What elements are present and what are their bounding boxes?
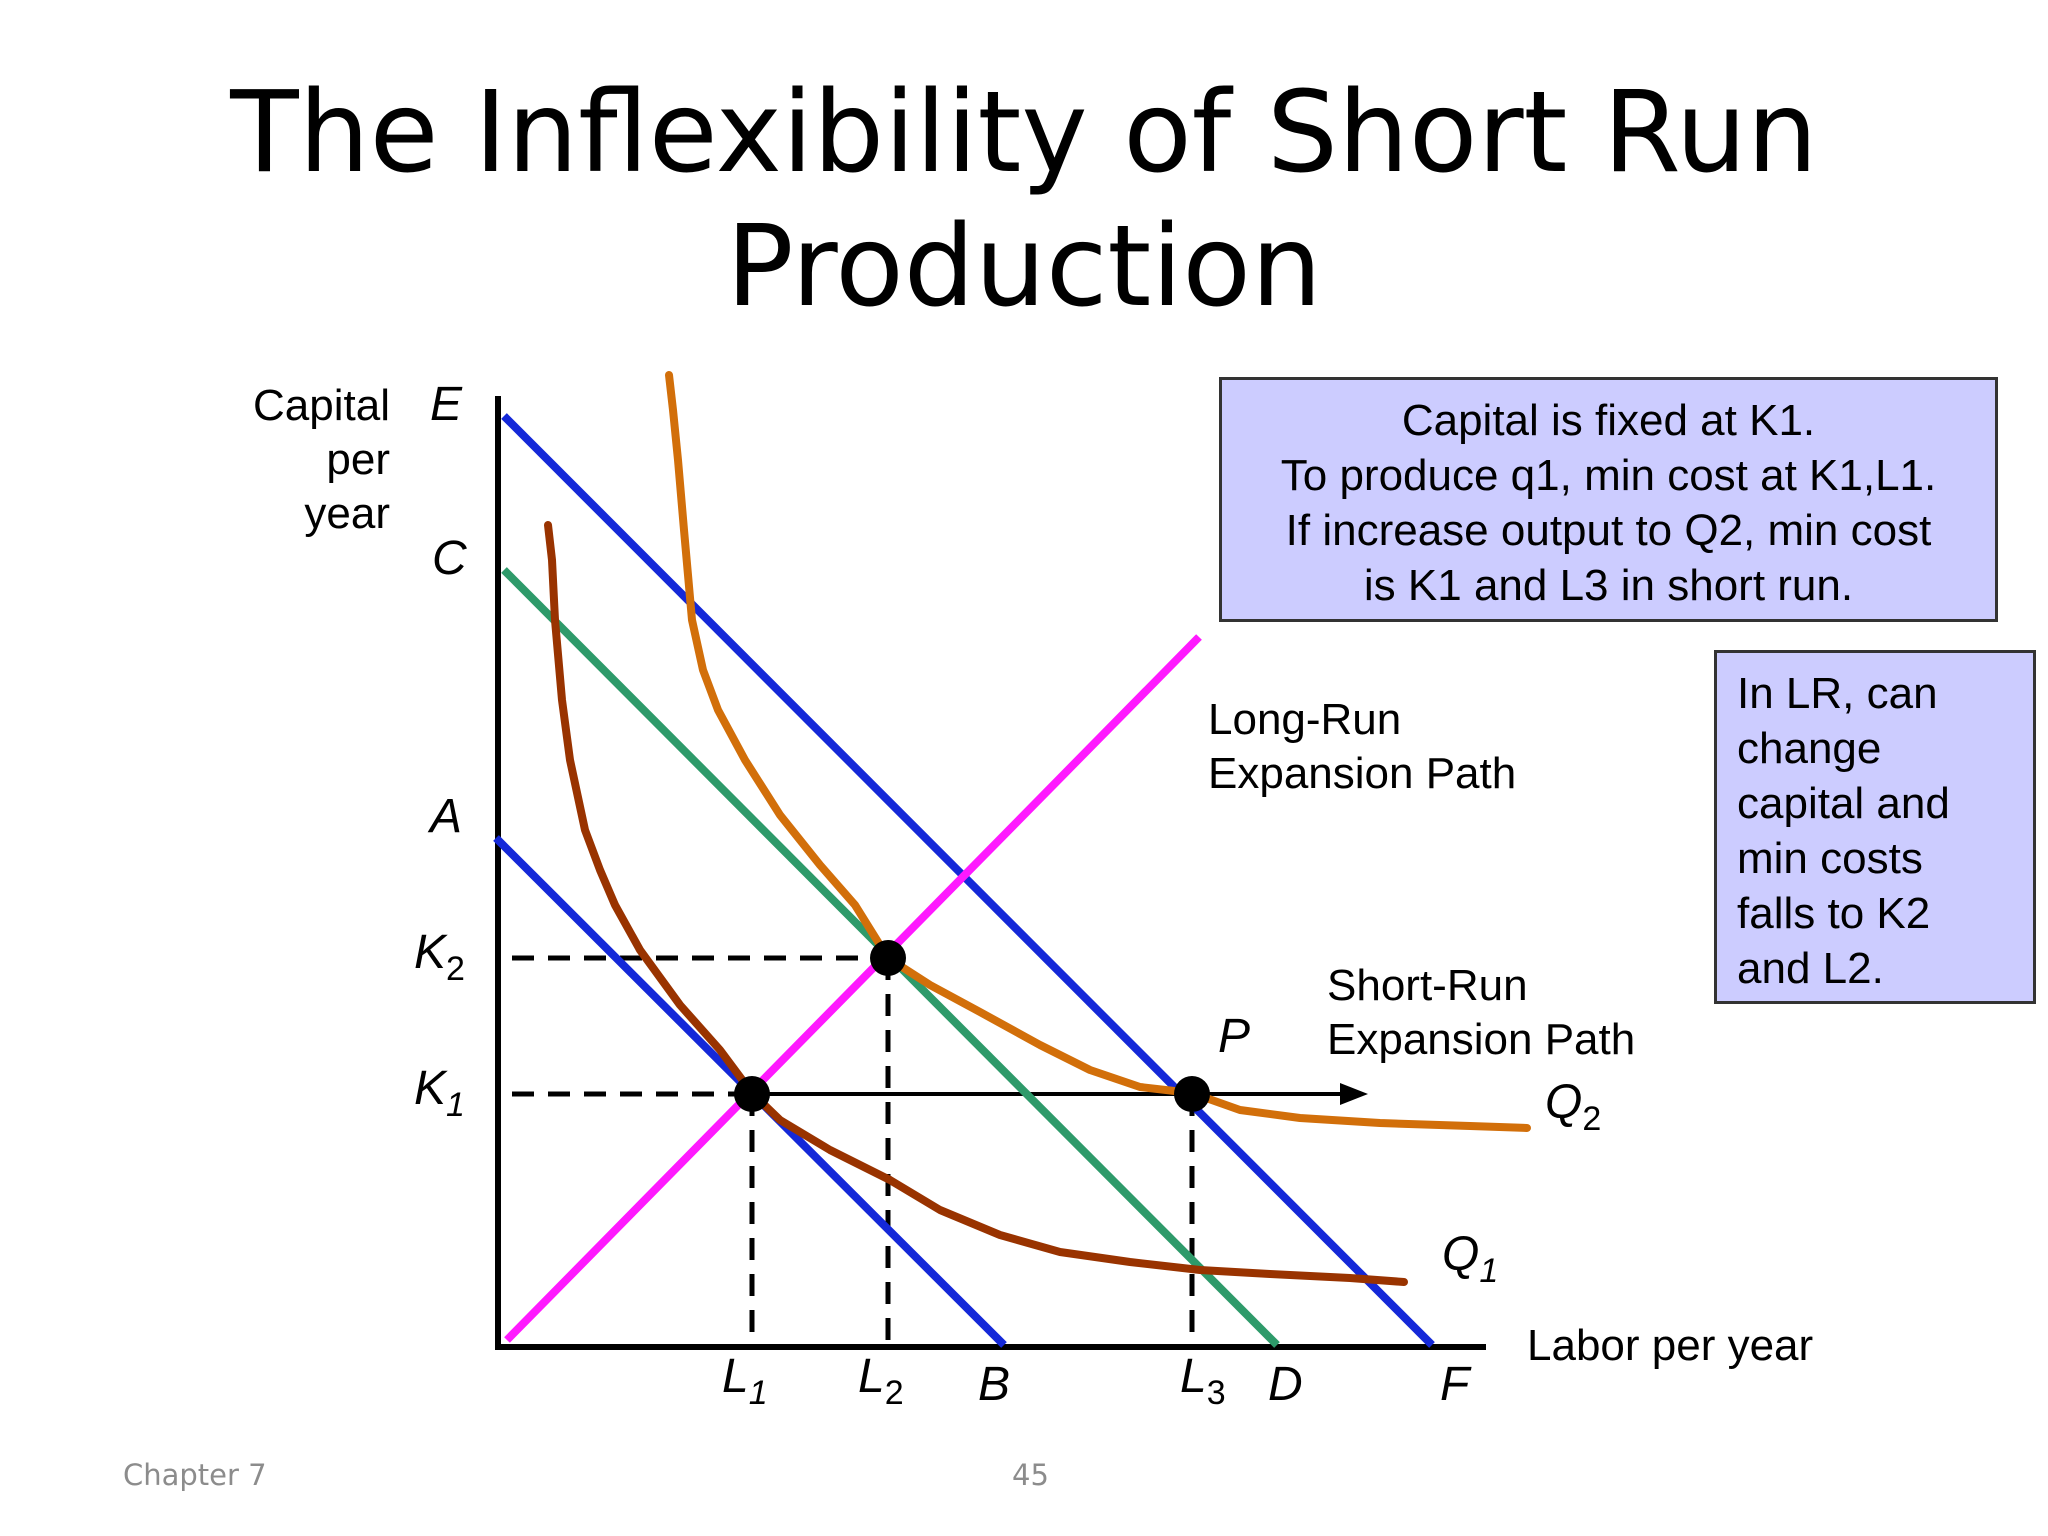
tick-l2: L2: [858, 1350, 904, 1412]
tick-l1: L1: [722, 1350, 768, 1412]
label-q1: Q1: [1442, 1228, 1498, 1290]
info-box-short-run: Capital is fixed at K1. To produce q1, m…: [1219, 377, 1998, 622]
label-q2: Q2: [1545, 1076, 1601, 1138]
info-box-1-line: is K1 and L3 in short run.: [1363, 561, 1854, 610]
y-axis-label-line1: Capital: [253, 381, 390, 430]
tick-b: B: [978, 1358, 1010, 1411]
info-box-2-line: min costs: [1737, 834, 1923, 883]
info-box-long-run: In LR, can change capital and min costs …: [1714, 650, 2036, 1004]
tick-f: F: [1440, 1358, 1472, 1411]
long-run-expansion-path: [504, 634, 1202, 1343]
tick-l3: L3: [1180, 1350, 1226, 1412]
info-box-2-line: In LR, can: [1737, 669, 1938, 718]
tick-d: D: [1268, 1358, 1303, 1411]
point-k2-l2: [870, 940, 906, 976]
info-box-1-line: To produce q1, min cost at K1,L1.: [1280, 451, 1937, 500]
label-p: P: [1218, 1010, 1250, 1063]
info-box-2-line: and L2.: [1737, 944, 1884, 993]
point-p: [1174, 1076, 1210, 1112]
point-k1-l1: [734, 1076, 770, 1112]
tick-a: A: [427, 790, 462, 843]
tick-k1: K1: [414, 1062, 465, 1124]
dashed-guides: [512, 955, 1195, 1347]
footer-chapter: Chapter 7: [123, 1458, 267, 1492]
short-run-arrowhead: [1340, 1083, 1368, 1105]
info-box-1-line: Capital is fixed at K1.: [1401, 396, 1816, 445]
y-axis-label-line3: year: [304, 489, 390, 538]
long-run-label-line1: Long-Run: [1208, 695, 1401, 744]
info-box-2-line: change: [1737, 724, 1882, 773]
info-box-1-line: If increase output to Q2, min cost: [1285, 506, 1932, 555]
slide-title-line1: The Inflexibility of Short Run: [230, 68, 1818, 198]
long-run-label-line2: Expansion Path: [1208, 749, 1516, 798]
short-run-label-line2: Expansion Path: [1327, 1015, 1635, 1064]
x-axis-label: Labor per year: [1527, 1321, 1813, 1370]
slide-title-line2: Production: [726, 202, 1322, 332]
info-box-2-line: capital and: [1737, 779, 1950, 828]
tick-e: E: [430, 378, 463, 431]
short-run-label-line1: Short-Run: [1327, 961, 1528, 1010]
info-box-2-line: falls to K2: [1737, 889, 1931, 938]
y-axis-label-line2: per: [326, 435, 390, 484]
tick-k2: K2: [414, 926, 465, 988]
slide-title: The Inflexibility of Short Run Productio…: [0, 66, 2048, 334]
footer-page-number: 45: [1012, 1458, 1049, 1492]
tick-c: C: [432, 532, 467, 585]
isocost-line-ef: [501, 413, 1435, 1348]
